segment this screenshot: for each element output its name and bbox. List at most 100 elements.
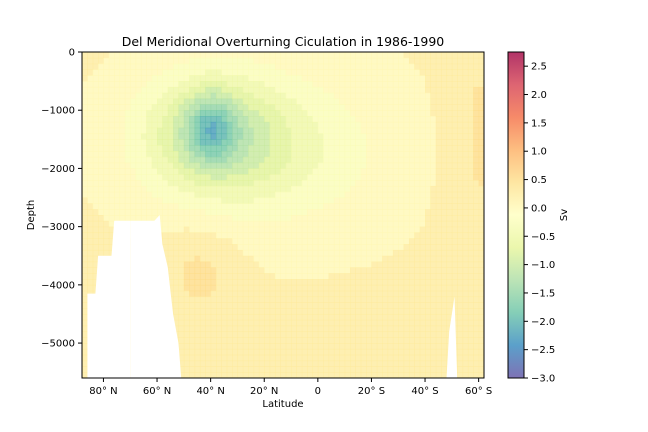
heatmap-cell xyxy=(82,180,88,187)
heatmap-cell xyxy=(178,168,185,175)
heatmap-cell xyxy=(408,267,415,274)
heatmap-cell xyxy=(162,244,169,251)
heatmap-cell xyxy=(108,98,115,105)
heatmap-cell xyxy=(408,121,415,129)
heatmap-cell xyxy=(296,92,303,100)
heatmap-cell xyxy=(355,337,362,344)
heatmap-cell xyxy=(264,133,271,140)
heatmap-cell xyxy=(435,197,442,204)
heatmap-cell xyxy=(339,337,346,344)
heatmap-cell xyxy=(98,220,105,228)
heatmap-cell xyxy=(312,319,319,327)
heatmap-cell xyxy=(301,313,308,321)
heatmap-cell xyxy=(301,284,308,292)
heatmap-cell xyxy=(221,273,228,280)
heatmap-cell xyxy=(355,116,362,123)
heatmap-cell xyxy=(258,63,265,71)
heatmap-cell xyxy=(430,290,437,298)
heatmap-cell xyxy=(419,337,426,344)
heatmap-cell xyxy=(183,116,190,123)
heatmap-cell xyxy=(323,319,330,327)
heatmap-cell xyxy=(435,354,442,362)
heatmap-cell xyxy=(333,127,340,135)
heatmap-cell xyxy=(264,150,271,158)
heatmap-cell xyxy=(425,255,431,263)
heatmap-cell xyxy=(280,191,287,199)
heatmap-cell xyxy=(291,360,297,367)
heatmap-cell xyxy=(408,180,415,187)
heatmap-cell xyxy=(173,284,180,292)
heatmap-cell xyxy=(419,238,426,245)
heatmap-cell xyxy=(387,308,394,315)
heatmap-cell xyxy=(312,81,319,88)
heatmap-cell xyxy=(457,279,464,286)
heatmap-cell xyxy=(376,296,383,303)
heatmap-cell xyxy=(425,296,431,303)
heatmap-cell xyxy=(253,150,260,158)
heatmap-cell xyxy=(403,273,410,280)
heatmap-cell xyxy=(366,261,373,268)
heatmap-cell xyxy=(328,150,335,158)
heatmap-cell xyxy=(408,331,415,338)
heatmap-cell xyxy=(333,162,340,170)
heatmap-cell xyxy=(119,81,126,88)
heatmap-cell xyxy=(205,191,212,199)
heatmap-cell xyxy=(301,273,308,280)
heatmap-cell xyxy=(135,162,142,170)
heatmap-cell xyxy=(419,168,426,175)
heatmap-cell xyxy=(280,360,287,367)
heatmap-cell xyxy=(199,255,206,263)
heatmap-cell xyxy=(216,121,222,129)
heatmap-cell xyxy=(323,180,330,187)
heatmap-cell xyxy=(178,319,185,327)
heatmap-cell xyxy=(398,69,405,76)
heatmap-cell xyxy=(457,57,464,65)
heatmap-cell xyxy=(435,116,442,123)
heatmap-cell xyxy=(339,52,346,59)
heatmap-cell xyxy=(248,121,255,129)
heatmap-cell xyxy=(92,226,99,234)
heatmap-cell xyxy=(216,313,222,321)
heatmap-cell xyxy=(178,52,185,59)
heatmap-cell xyxy=(467,52,474,59)
heatmap-cell xyxy=(146,162,153,170)
heatmap-cell xyxy=(435,232,442,239)
heatmap-cell xyxy=(216,156,222,164)
heatmap-cell xyxy=(210,279,217,286)
heatmap-cell xyxy=(425,133,431,140)
heatmap-cell xyxy=(258,325,265,333)
heatmap-cell xyxy=(425,168,431,175)
heatmap-cell xyxy=(430,110,437,117)
heatmap-cell xyxy=(312,63,319,71)
heatmap-cell xyxy=(301,191,308,199)
heatmap-cell xyxy=(173,209,180,216)
heatmap-cell xyxy=(183,57,190,65)
heatmap-cell xyxy=(98,127,105,135)
heatmap-cell xyxy=(183,348,190,356)
heatmap-cell xyxy=(162,116,169,123)
heatmap-cell xyxy=(226,86,233,94)
heatmap-cell xyxy=(269,162,276,170)
heatmap-cell xyxy=(333,366,340,373)
heatmap-cell xyxy=(328,331,335,338)
heatmap-cell xyxy=(194,360,201,367)
heatmap-cell xyxy=(199,238,206,245)
heatmap-cell xyxy=(119,150,126,158)
heatmap-cell xyxy=(387,139,394,146)
heatmap-cell xyxy=(183,162,190,170)
heatmap-cell xyxy=(307,52,314,59)
heatmap-cell xyxy=(371,180,378,187)
heatmap-cell xyxy=(462,98,469,105)
heatmap-cell xyxy=(355,290,362,298)
heatmap-cell xyxy=(408,191,415,199)
heatmap-cell xyxy=(430,121,437,129)
heatmap-cell xyxy=(307,57,314,65)
heatmap-cell xyxy=(221,337,228,344)
heatmap-cell xyxy=(323,52,330,59)
heatmap-cell xyxy=(419,75,426,82)
heatmap-cell xyxy=(355,244,362,251)
heatmap-cell xyxy=(264,279,271,286)
heatmap-cell xyxy=(387,244,394,251)
heatmap-cell xyxy=(350,343,356,350)
heatmap-cell xyxy=(366,273,373,280)
